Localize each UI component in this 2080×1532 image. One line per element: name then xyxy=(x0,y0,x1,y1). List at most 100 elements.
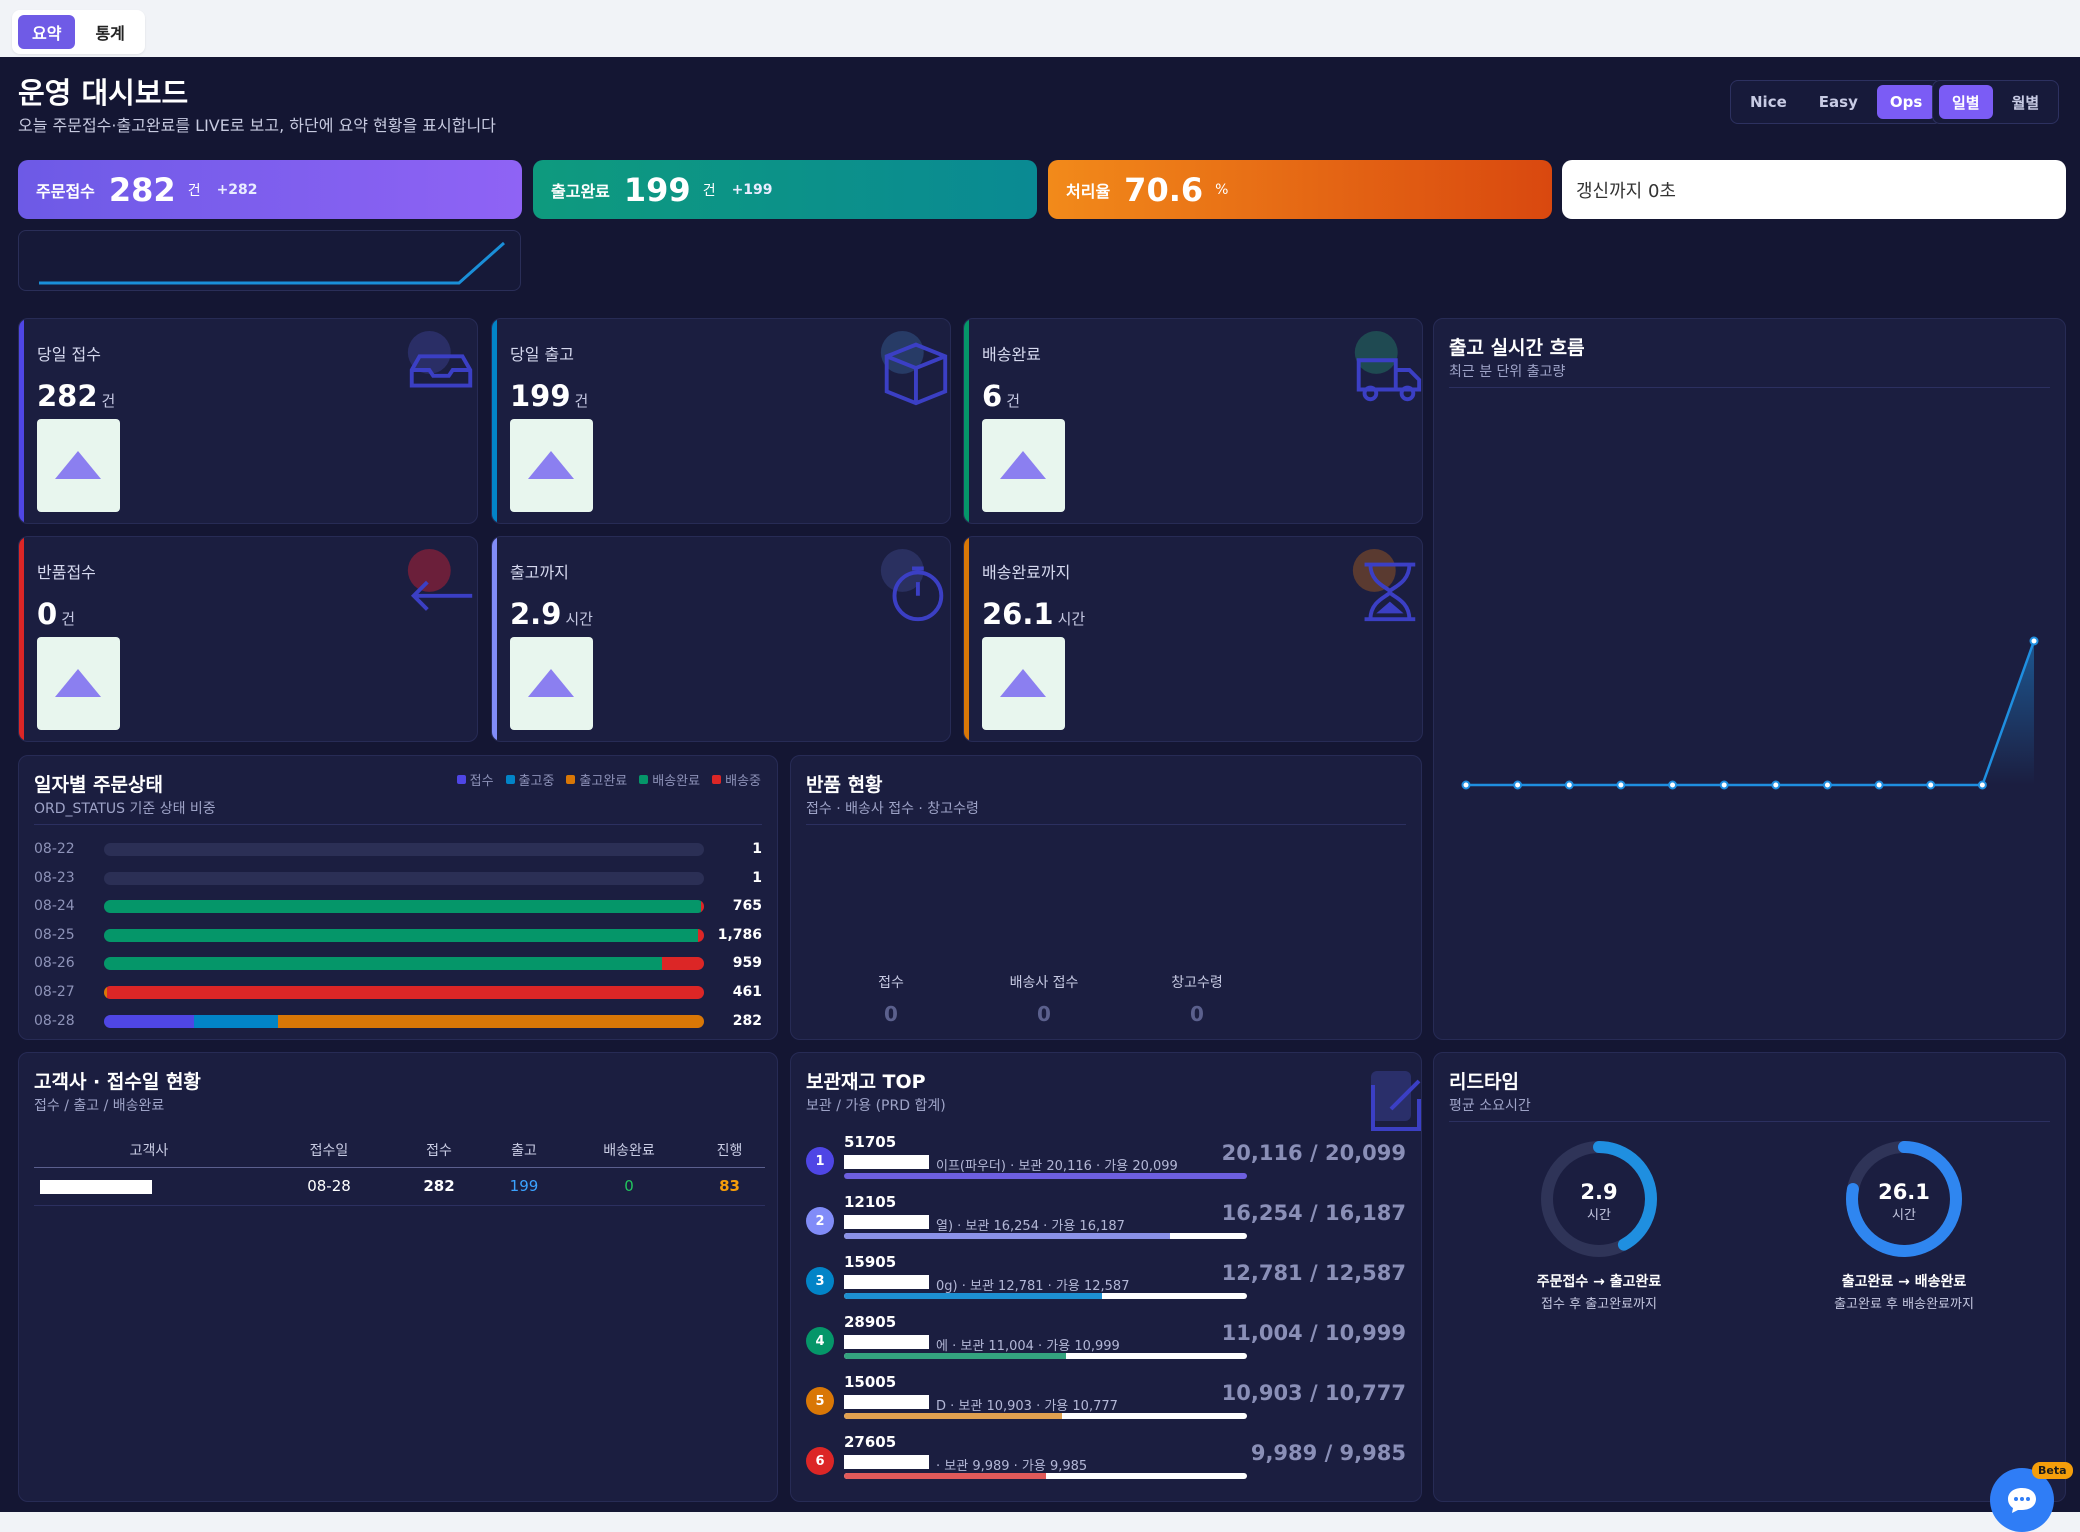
beta-badge: Beta xyxy=(2032,1462,2073,1479)
stat-label: 배송완료 xyxy=(982,345,1041,364)
column-header: 접수일 xyxy=(264,1133,394,1168)
column-header: 출고 xyxy=(484,1133,564,1168)
timer-icon xyxy=(880,549,944,622)
sparkline-line xyxy=(39,241,505,285)
status-row: 08-26 959 xyxy=(34,953,762,973)
tab-statistics[interactable]: 통계 xyxy=(95,24,125,43)
row-date: 08-25 xyxy=(34,926,75,943)
accent-bar xyxy=(492,537,497,741)
stat-unit: 건 xyxy=(1006,392,1020,410)
stock-value: 9,989 / 9,985 xyxy=(1250,1441,1406,1465)
kpi-unit: % xyxy=(1215,181,1229,198)
stat-card: 반품접수 0 건 xyxy=(18,536,478,742)
rank-badge: 3 xyxy=(806,1267,834,1295)
donut-label: 주문접수 → 출고완료 xyxy=(1536,1274,1662,1290)
status-segment xyxy=(104,900,701,914)
column-header: 진행 xyxy=(694,1133,765,1168)
period-daily-button[interactable]: 일별 xyxy=(1939,85,1993,119)
kpi-unit: 건 xyxy=(702,182,716,199)
stat-number: 0 xyxy=(37,597,58,631)
rank-badge: 2 xyxy=(806,1207,834,1235)
inbox-icon xyxy=(407,331,473,388)
product-code: 12105 xyxy=(844,1193,897,1211)
card-title: 리드타임 xyxy=(1449,1071,1519,1093)
card-subtitle: 보관 / 가용 (PRD 합계) xyxy=(806,1098,946,1114)
theme-easy-button[interactable]: Easy xyxy=(1818,93,1858,111)
stock-value: 12,781 / 12,587 xyxy=(1221,1261,1406,1285)
donut-value: 2.9 xyxy=(1580,1180,1617,1204)
leadtime-donut: 26.1 시간 출고완료 → 배송완료 출고완료 후 배송완료까지 xyxy=(1774,1137,2034,1312)
kpi-delta: +282 xyxy=(216,181,258,198)
product-description: D · 보관 10,903 · 가용 10,777 xyxy=(936,1399,1118,1414)
donut-unit: 시간 xyxy=(1587,1208,1611,1223)
flow-point xyxy=(1564,780,1574,790)
status-track xyxy=(104,900,704,914)
row-date: 08-24 xyxy=(34,898,75,915)
rank-badge: 5 xyxy=(806,1387,834,1415)
kpi-value: 70.6 xyxy=(1124,170,1204,209)
stat-unit: 건 xyxy=(574,392,589,410)
stat-label: 창고수령 xyxy=(1171,975,1223,991)
theme-nice-button[interactable]: Nice xyxy=(1750,93,1787,111)
donut-sublabel: 출고완료 후 배송완료까지 xyxy=(1834,1297,1974,1312)
returns-card: 반품 현황 접수 · 배송사 접수 · 창고수령 접수 0 배송사 접수 0 창… xyxy=(790,755,1422,1040)
flow-area xyxy=(1466,641,2034,785)
stock-row: 5 15005 D · 보관 10,903 · 가용 10,777 10,903 / … xyxy=(806,1373,1406,1431)
stock-progress-fill xyxy=(844,1413,1062,1419)
period-toggle: 일별 월별 xyxy=(1932,80,2060,124)
stock-progress-track xyxy=(844,1293,1247,1299)
triangle-up-icon xyxy=(528,669,574,697)
status-track xyxy=(104,986,704,999)
table-row[interactable]: 08-28 282 199 0 83 xyxy=(34,1167,765,1206)
customer-table: 고객사 접수일 접수 출고 배송완료 진행 08-28 282 199 0 83 xyxy=(34,1133,765,1206)
sparkline-svg xyxy=(39,241,505,285)
status-row: 08-25 1,786 xyxy=(34,925,762,945)
date-cell: 08-28 xyxy=(264,1167,394,1206)
status-segment xyxy=(107,986,704,999)
stat-label: 배송완료까지 xyxy=(982,563,1071,582)
card-title: 보관재고 TOP xyxy=(806,1071,926,1093)
status-row: 08-24 765 xyxy=(34,896,762,916)
flow-point xyxy=(1668,780,1678,790)
legend-item: 배송중 xyxy=(712,770,761,789)
redacted-product-name xyxy=(844,1335,929,1349)
divider xyxy=(34,824,762,825)
trend-up-box xyxy=(510,637,593,730)
status-track xyxy=(104,871,704,885)
row-count: 1 xyxy=(752,869,762,886)
rank-badge: 4 xyxy=(806,1327,834,1355)
stat-unit: 건 xyxy=(101,392,116,410)
received-cell: 282 xyxy=(394,1167,484,1206)
stock-row: 3 15905 0g) · 보관 12,781 · 가용 12,587 12,781 … xyxy=(806,1253,1406,1311)
column-header: 접수 xyxy=(394,1133,484,1168)
triangle-up-icon xyxy=(55,669,101,697)
flow-point xyxy=(2029,636,2039,646)
card-title: 반품 현황 xyxy=(806,774,883,796)
status-track xyxy=(104,928,704,942)
theme-ops-button[interactable]: Ops xyxy=(1876,85,1936,119)
rank-badge: 1 xyxy=(806,1147,834,1175)
redacted-customer-name xyxy=(40,1179,152,1194)
returns-warehouse-received: 창고수령 0 xyxy=(1117,972,1277,1026)
status-segment xyxy=(194,1014,278,1028)
status-segment xyxy=(104,957,662,971)
column-header: 배송완료 xyxy=(564,1133,694,1168)
period-monthly-button[interactable]: 월별 xyxy=(2011,93,2040,112)
status-row: 08-28 282 xyxy=(34,1011,762,1031)
kpi-sparkline xyxy=(18,230,521,291)
flow-point xyxy=(1616,780,1626,790)
page-subtitle: 오늘 주문접수·출고완료를 LIVE로 보고, 하단에 요약 현황을 표시합니다 xyxy=(18,116,496,135)
stat-unit: 시간 xyxy=(1057,610,1086,628)
product-description: 0g) · 보관 12,781 · 가용 12,587 xyxy=(936,1279,1130,1294)
rank-badge: 6 xyxy=(806,1447,834,1475)
kpi-label: 출고완료 xyxy=(551,181,610,201)
legend-item: 출고중 xyxy=(505,770,554,789)
donut-sublabel: 접수 후 출고완료까지 xyxy=(1541,1297,1657,1312)
tab-summary[interactable]: 요약 xyxy=(18,15,76,49)
truck-icon xyxy=(1354,331,1422,402)
product-code: 27605 xyxy=(844,1433,897,1451)
stock-value: 11,004 / 10,999 xyxy=(1221,1321,1406,1345)
stat-label: 배송사 접수 xyxy=(1009,975,1079,991)
stat-label: 당일 접수 xyxy=(37,345,101,364)
stat-value: 2.9 시간 xyxy=(510,597,593,631)
